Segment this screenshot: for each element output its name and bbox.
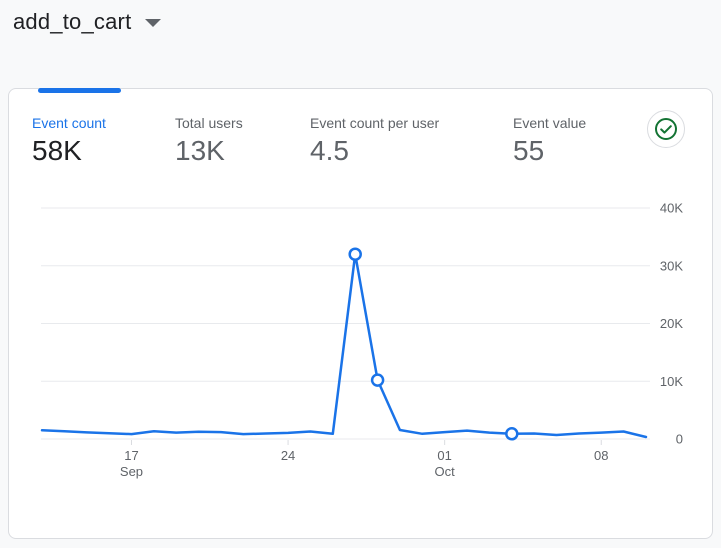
data-point-marker[interactable]	[505, 427, 519, 441]
selected-tab-indicator	[38, 88, 121, 93]
data-point-marker[interactable]	[370, 373, 385, 387]
metric-value: 4.5	[310, 135, 349, 166]
metric-label: Event count	[32, 115, 106, 131]
metric-event-count[interactable]: Event count 58K	[32, 115, 106, 167]
page-title: add_to_cart	[13, 9, 132, 34]
dropdown-arrow-icon	[145, 19, 162, 27]
check-circle-icon	[655, 118, 677, 140]
x-axis-tick-label: 17	[124, 448, 138, 463]
metric-label: Event value	[513, 115, 587, 131]
x-axis-tick-label: 08	[594, 448, 608, 463]
y-axis-tick-label: 30K	[660, 258, 683, 273]
metric-value: 55	[513, 135, 545, 166]
event-count-series-line	[40, 252, 648, 439]
metric-label: Event count per user	[310, 115, 440, 131]
metric-event-count-per-user[interactable]: Event count per user 4.5	[310, 115, 439, 167]
metric-label: Total users	[175, 115, 243, 131]
x-axis-month-label: Sep	[120, 464, 143, 479]
y-axis-tick-label: 40K	[660, 201, 683, 216]
metric-total-users[interactable]: Total users 13K	[175, 115, 243, 167]
event-summary-card: Event count 58K Total users 13K Event co…	[8, 88, 713, 539]
data-point-marker[interactable]	[348, 247, 362, 261]
metric-event-value[interactable]: Event value 55	[513, 115, 586, 167]
mark-as-key-event-button[interactable]	[647, 110, 685, 148]
x-axis-tick-label: 01	[437, 448, 451, 463]
x-axis-tick-label: 24	[281, 448, 295, 463]
metric-value: 58K	[32, 135, 82, 166]
y-axis-tick-label: 0	[676, 432, 683, 447]
y-axis-tick-label: 20K	[660, 316, 683, 331]
y-axis-tick-label: 10K	[660, 374, 683, 389]
event-selector[interactable]: add_to_cart	[13, 6, 162, 38]
x-axis-month-label: Oct	[435, 464, 456, 479]
metric-value: 13K	[175, 135, 225, 166]
event-count-line-chart: 40K 30K 20K 10K 0 17 Sep 24 01 Oct 08	[9, 195, 712, 495]
